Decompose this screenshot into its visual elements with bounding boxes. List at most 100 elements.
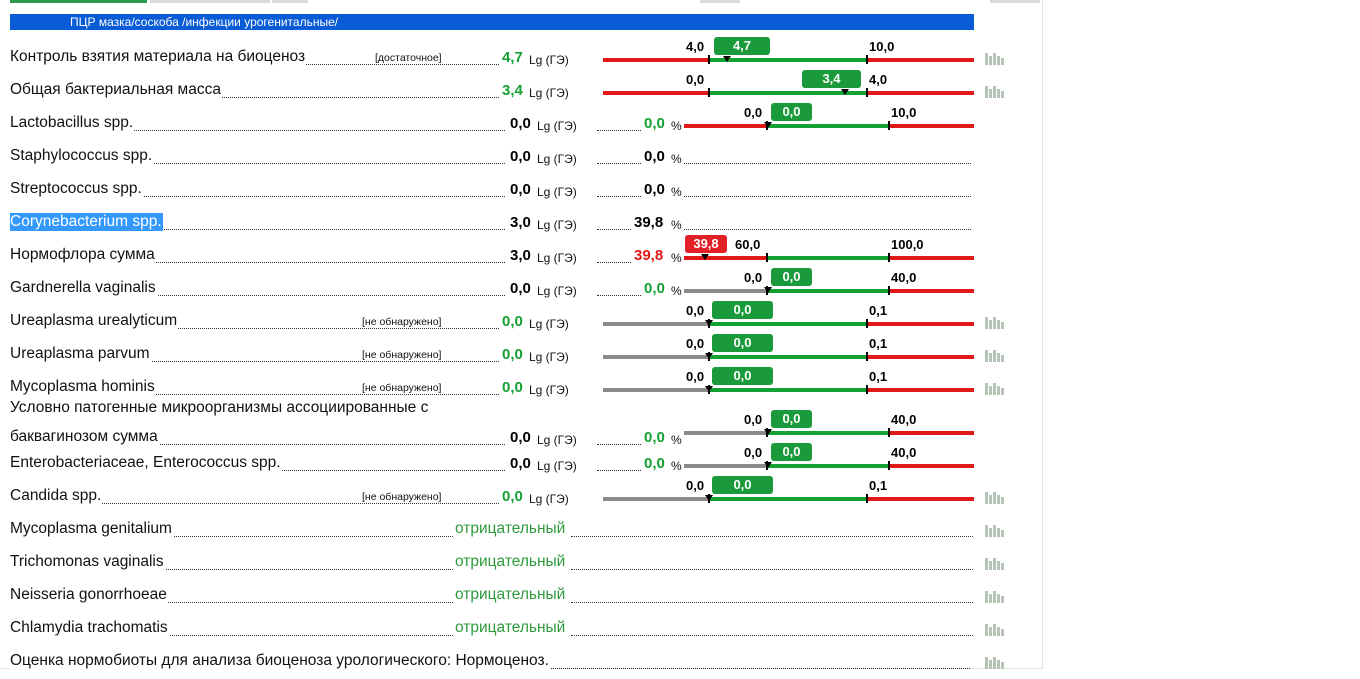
result-row[interactable]: Lactobacillus spp. 0,0 Lg (ГЭ) 0,0% 0,0 10,0 0… — [0, 103, 1042, 141]
dotted-leader — [12, 444, 505, 445]
result-row[interactable]: Streptococcus spp. 0,0 Lg (ГЭ) 0,0% — [0, 177, 1042, 207]
test-name[interactable]: Нормофлора сумма — [10, 246, 156, 264]
test-name[interactable]: Chlamydia trachomatis — [10, 619, 169, 637]
scale-low-label: 0,0 — [686, 303, 705, 318]
scale-normal-segment — [709, 388, 867, 392]
result-row[interactable]: Enterobacteriaceae, Enterococcus spp. 0,0… — [0, 443, 1042, 481]
result-value: 0,0 — [508, 455, 531, 472]
result-row[interactable]: Нормофлора сумма 3,0 Lg (ГЭ) 39,8% 60,0 100,0… — [0, 235, 1042, 273]
bar-chart-icon[interactable] — [985, 622, 1007, 636]
scale-tick-high — [888, 121, 890, 130]
bar-chart-icon[interactable] — [985, 655, 1007, 669]
bar-chart-icon[interactable] — [985, 381, 1007, 395]
tab-strip[interactable] — [272, 0, 308, 3]
result-row[interactable]: Gardnerella vaginalis 0,0 Lg (ГЭ) 0,0% 0,0 40… — [0, 268, 1042, 306]
test-name[interactable]: Enterobacteriaceae, Enterococcus spp. — [10, 454, 282, 472]
qualitative-note: [достаточное] — [374, 52, 443, 64]
result-value: 0,0 — [508, 280, 531, 297]
test-name[interactable]: Ureaplasma urealyticum — [10, 312, 179, 330]
result-value: 0,0 — [508, 429, 531, 446]
result-row[interactable]: Corynebacterium spp. 3,0 Lg (ГЭ) 39,8% — [0, 210, 1042, 240]
test-name[interactable]: Candida spp. — [10, 487, 103, 505]
test-name[interactable]: Общая бактериальная масса — [10, 81, 222, 99]
test-name[interactable]: Corynebacterium spp. — [10, 213, 163, 231]
result-value: 3,0 — [508, 247, 531, 264]
bar-chart-icon[interactable] — [985, 84, 1007, 98]
percent-unit: % — [671, 284, 682, 298]
bar-chart-icon[interactable] — [985, 315, 1007, 329]
scale-normal-segment — [709, 91, 867, 95]
percent-value: 0,0 — [642, 429, 665, 446]
test-name[interactable]: Mycoplasma hominis — [10, 378, 156, 396]
dotted-leader — [12, 536, 455, 537]
scale-tick-high — [888, 461, 890, 470]
test-name[interactable]: Gardnerella vaginalis — [10, 279, 157, 297]
result-row[interactable]: Trichomonas vaginalis отрицательный — [0, 550, 1042, 580]
bar-chart-icon[interactable] — [985, 490, 1007, 504]
bar-chart-icon[interactable] — [985, 348, 1007, 362]
scale-low-label: 0,0 — [744, 105, 763, 120]
scale-tick-high — [866, 385, 868, 394]
tab-strip[interactable] — [150, 0, 270, 3]
dotted-leader — [684, 229, 971, 230]
dotted-leader — [12, 635, 455, 636]
result-row[interactable]: Chlamydia trachomatis отрицательный — [0, 616, 1042, 646]
scale-high-label: 40,0 — [891, 445, 917, 460]
dotted-leader — [12, 262, 505, 263]
bar-chart-icon[interactable] — [985, 523, 1007, 537]
result-row[interactable]: Оценка нормобиоты для анализа биоценоза … — [0, 649, 1042, 679]
scale-high-segment — [889, 464, 974, 468]
scale-high-label: 0,1 — [869, 336, 888, 351]
result-row[interactable]: Условно патогенные микроорганизмы ассоци… — [0, 399, 1042, 448]
test-name[interactable]: Neisseria gonorrhoeae — [10, 586, 168, 604]
result-row[interactable]: Ureaplasma parvum [не обнаружено] 0,0 Lg (Г… — [0, 334, 1042, 372]
result-unit: Lg (ГЭ) — [529, 86, 569, 100]
dotted-leader — [12, 394, 505, 395]
scale-low-segment — [684, 124, 767, 128]
bar-chart-icon[interactable] — [985, 556, 1007, 570]
test-name[interactable]: Streptococcus spp. — [10, 180, 143, 198]
result-row[interactable]: Ureaplasma urealyticum [не обнаружено] 0,0… — [0, 301, 1042, 339]
qualitative-note: [не обнаружено] — [361, 382, 443, 394]
result-row[interactable]: Neisseria gonorrhoeae отрицательный — [0, 583, 1042, 613]
result-row[interactable]: Mycoplasma genitalium отрицательный — [0, 517, 1042, 547]
test-name[interactable]: баквагинозом сумма — [10, 428, 159, 446]
bar-chart-icon[interactable] — [985, 51, 1007, 65]
scale-high-label: 40,0 — [891, 412, 917, 427]
test-name[interactable]: Ureaplasma parvum — [10, 345, 151, 363]
test-name[interactable]: Оценка нормобиоты для анализа биоценоза … — [10, 652, 550, 670]
scale-tick-high — [866, 88, 868, 97]
scale-tick-high — [888, 428, 890, 437]
tab-strip[interactable] — [700, 0, 740, 3]
test-name[interactable]: Контроль взятия материала на биоценоз — [10, 48, 307, 66]
scale-high-segment — [867, 388, 974, 392]
bar-chart-icon[interactable] — [985, 589, 1007, 603]
result-marker-pointer — [705, 320, 713, 326]
scale-low-label: 60,0 — [735, 237, 761, 252]
result-marker-badge: 0,0 — [771, 268, 812, 286]
scale-high-segment — [867, 58, 974, 62]
dotted-leader — [12, 569, 455, 570]
scale-low-segment — [684, 289, 767, 293]
result-value: 0,0 — [500, 379, 523, 396]
result-row[interactable]: Общая бактериальная масса 3,4 Lg (ГЭ) 0,0 4,… — [0, 70, 1042, 108]
result-row[interactable]: Candida spp. [не обнаружено] 0,0 Lg (ГЭ) 0,0… — [0, 476, 1042, 514]
scale-normal-segment — [767, 124, 889, 128]
tab-strip[interactable] — [990, 0, 1040, 3]
scale-tick-high — [866, 55, 868, 64]
test-name[interactable]: Trichomonas vaginalis — [10, 553, 165, 571]
test-name[interactable]: Lactobacillus spp. — [10, 114, 135, 132]
scale-high-label: 0,1 — [869, 303, 888, 318]
result-row[interactable]: Staphylococcus spp. 0,0 Lg (ГЭ) 0,0% — [0, 144, 1042, 174]
test-name[interactable]: Mycoplasma genitalium — [10, 520, 173, 538]
result-unit: Lg (ГЭ) — [537, 185, 577, 199]
result-row[interactable]: Mycoplasma hominis [не обнаружено] 0,0 Lg (… — [0, 367, 1042, 405]
tab-strip-active[interactable] — [10, 0, 147, 3]
test-name[interactable]: Staphylococcus spp. — [10, 147, 154, 165]
result-row[interactable]: Контроль взятия материала на биоценоз [до… — [0, 37, 1042, 75]
qualitative-result: отрицательный — [454, 586, 567, 604]
section-header: ПЦР мазка/соскоба /инфекции урогенитальн… — [10, 14, 974, 30]
scale-low-segment — [684, 256, 767, 260]
scale-high-label: 0,1 — [869, 369, 888, 384]
dotted-leader — [571, 635, 973, 636]
